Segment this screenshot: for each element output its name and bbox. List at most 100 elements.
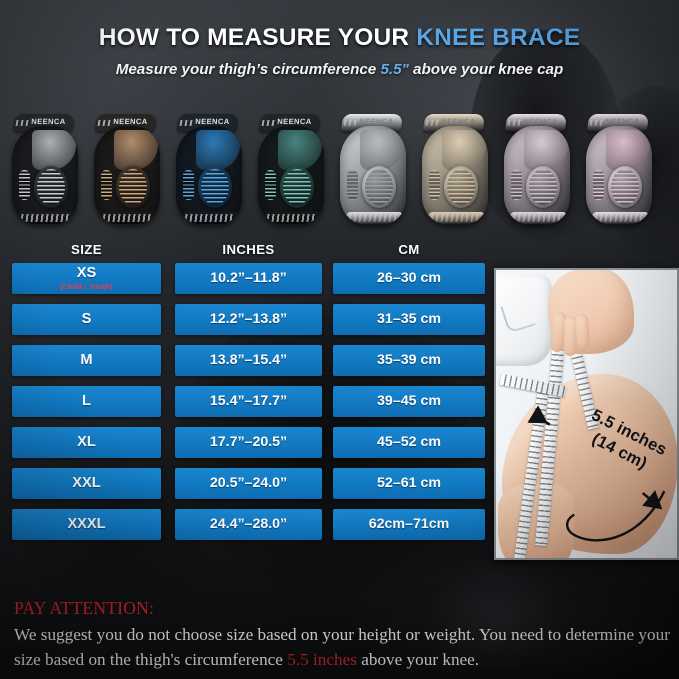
- brand-logo-text: NEENCA: [30, 117, 66, 126]
- page-subtitle-accent: 5.5": [380, 61, 409, 78]
- brace-mesh-panel: [442, 130, 486, 170]
- brace-side-stabilizer: [347, 170, 358, 200]
- column-header-inches: INCHES: [222, 242, 275, 257]
- pad-rib-pattern: [365, 169, 393, 205]
- brace-mesh-panel: [114, 130, 158, 170]
- brace-patella-pad: [198, 166, 232, 208]
- brace-side-stabilizer: [101, 170, 112, 200]
- brace-patella-pad: [526, 166, 560, 208]
- page-title: HOW TO MEASURE YOUR KNEE BRACE: [0, 24, 679, 52]
- pad-rib-pattern: [37, 169, 65, 205]
- brace-mesh-panel: [278, 130, 322, 170]
- pad-rib-pattern: [529, 169, 557, 205]
- band-dash-pattern: [343, 120, 359, 126]
- size-cell: XL: [12, 427, 161, 458]
- size-subtext: (Child / Youth): [60, 281, 113, 291]
- attention-label: PAY ATTENTION:: [14, 598, 155, 618]
- brace-patella-pad: [608, 166, 642, 208]
- cuff-dot-pattern: [594, 214, 646, 222]
- footer-note-accent: 5.5 inches: [287, 649, 357, 669]
- beige-knee-brace: NEENCA: [420, 114, 496, 232]
- pad-rib-pattern: [119, 169, 147, 205]
- size-cell: XXL: [12, 468, 161, 499]
- teal-black-knee-brace: NEENCA: [256, 114, 332, 232]
- brace-patella-pad: [116, 166, 150, 208]
- inches-cell: 24.4”–28.0”: [175, 509, 322, 540]
- pink-grey-knee-brace: NEENCA: [502, 114, 578, 232]
- brace-bottom-cuff: [509, 212, 567, 224]
- size-value: XXXL: [67, 515, 106, 532]
- brace-sleeve: [12, 126, 78, 224]
- brand-logo-text: NEENCA: [112, 117, 148, 126]
- size-value: XXL: [72, 474, 101, 491]
- cuff-dot-pattern: [20, 214, 72, 222]
- cuff-dot-pattern: [184, 214, 236, 222]
- brace-sleeve: [340, 126, 406, 224]
- brace-bottom-cuff: [345, 212, 403, 224]
- cm-cell: 45–52 cm: [333, 427, 485, 458]
- page-subtitle-pre: Measure your thigh’s circumference: [115, 61, 381, 78]
- brace-bottom-cuff: [181, 212, 239, 224]
- brace-bottom-cuff: [427, 212, 485, 224]
- brace-mesh-panel: [524, 130, 568, 170]
- brace-sleeve: [176, 126, 242, 224]
- column-header-cm: CM: [398, 242, 420, 257]
- band-dash-pattern: [425, 120, 441, 126]
- footer-note-part2: above your knee.: [356, 649, 480, 669]
- pad-rib-pattern: [283, 169, 311, 205]
- brand-logo-text: NEENCA: [276, 117, 312, 126]
- brace-side-stabilizer: [183, 170, 194, 200]
- brace-sleeve: [586, 126, 652, 224]
- cuff-dot-pattern: [512, 214, 564, 222]
- footer-note: We suggest you do not choose size based …: [14, 623, 672, 673]
- cuff-dot-pattern: [102, 214, 154, 222]
- size-value: M: [80, 351, 93, 368]
- size-cell: L: [12, 386, 161, 417]
- brand-logo-text: NEENCA: [522, 117, 558, 126]
- pad-rib-pattern: [447, 169, 475, 205]
- size-cell: S: [12, 304, 161, 335]
- brace-side-stabilizer: [593, 170, 604, 200]
- size-cell: XS (Child / Youth): [12, 263, 161, 294]
- brace-patella-pad: [362, 166, 396, 208]
- brace-bottom-cuff: [17, 212, 75, 224]
- cm-cell: 26–30 cm: [333, 263, 485, 294]
- measurement-arrow-icon: [527, 405, 666, 542]
- measurement-photo: 5.5 inches (14 cm): [494, 268, 679, 560]
- brace-sleeve: [504, 126, 570, 224]
- size-value: L: [82, 392, 91, 409]
- brace-side-stabilizer: [19, 170, 30, 200]
- brace-mesh-panel: [360, 130, 404, 170]
- inches-cell: 13.8”–15.4”: [175, 345, 322, 376]
- brace-sleeve: [422, 126, 488, 224]
- brand-logo-text: NEENCA: [358, 117, 394, 126]
- band-dash-pattern: [507, 120, 523, 126]
- product-lineup: NEENCA NEENCA NEENCA NEENCA NEENCA NEENCA NEEN…: [10, 96, 670, 232]
- cuff-dot-pattern: [348, 214, 400, 222]
- brace-mesh-panel: [606, 130, 650, 170]
- cm-cell: 52–61 cm: [333, 468, 485, 499]
- pink-white-knee-brace: NEENCA: [584, 114, 660, 232]
- size-cell: XXXL: [12, 509, 161, 540]
- pad-rib-pattern: [611, 169, 639, 205]
- brace-bottom-cuff: [99, 212, 157, 224]
- brace-mesh-panel: [196, 130, 240, 170]
- brace-bottom-cuff: [591, 212, 649, 224]
- page-subtitle-post: above your knee cap: [408, 61, 564, 78]
- band-dash-pattern: [97, 120, 113, 126]
- pad-rib-pattern: [201, 169, 229, 205]
- brace-patella-pad: [280, 166, 314, 208]
- band-dash-pattern: [15, 120, 31, 126]
- brand-logo-text: NEENCA: [440, 117, 476, 126]
- inches-cell: 15.4”–17.7”: [175, 386, 322, 417]
- brace-mesh-panel: [32, 130, 76, 170]
- blue-black-knee-brace: NEENCA: [174, 114, 250, 232]
- brace-patella-pad: [34, 166, 68, 208]
- band-dash-pattern: [179, 120, 195, 126]
- cm-cell: 35–39 cm: [333, 345, 485, 376]
- size-cell: M: [12, 345, 161, 376]
- cm-cell: 31–35 cm: [333, 304, 485, 335]
- brace-patella-pad: [444, 166, 478, 208]
- inches-cell: 20.5”–24.0”: [175, 468, 322, 499]
